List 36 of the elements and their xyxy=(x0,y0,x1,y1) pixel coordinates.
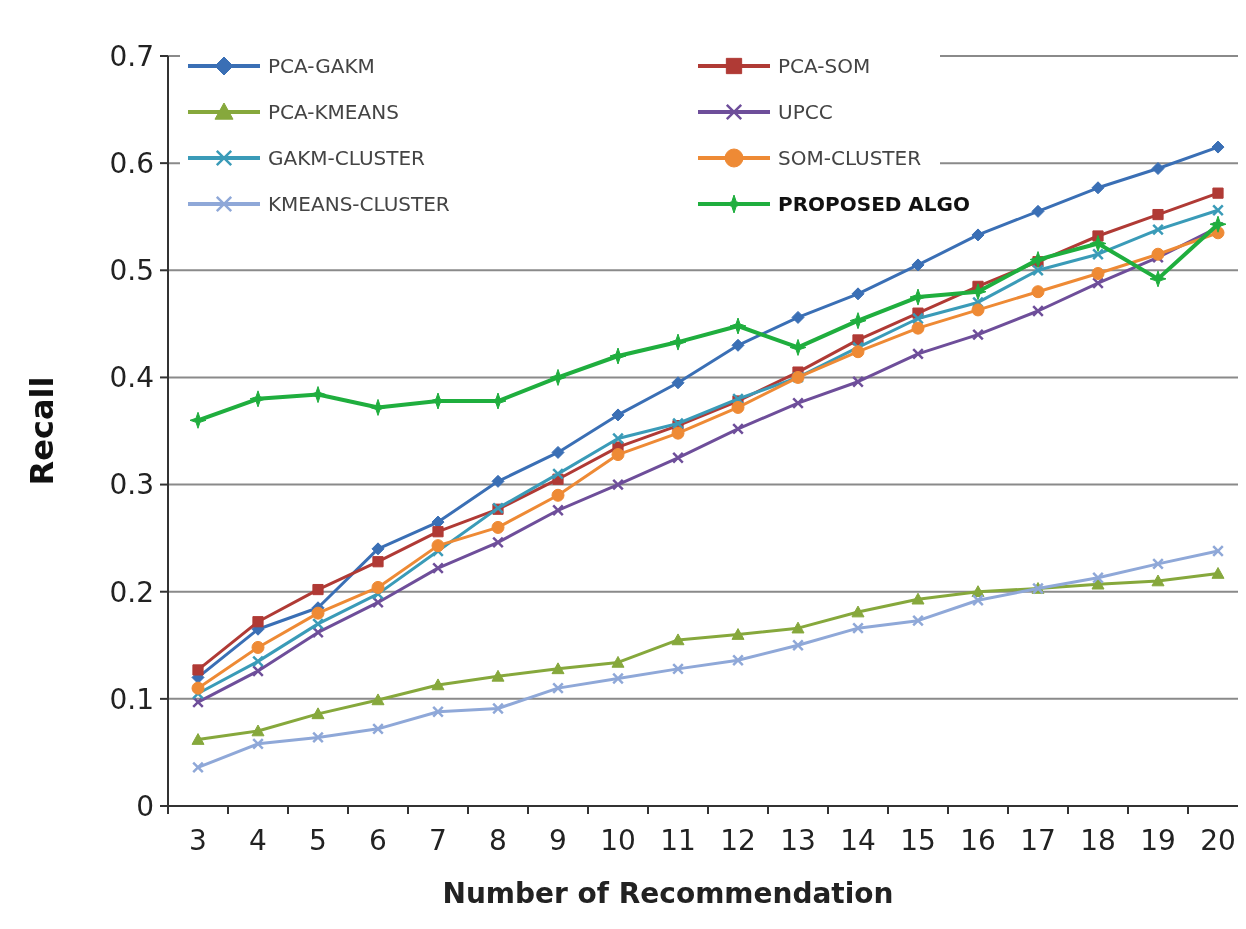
x-tick-label: 5 xyxy=(309,824,327,857)
x-tick-label: 10 xyxy=(600,824,636,857)
x-tick-label: 20 xyxy=(1200,824,1236,857)
x-tick-label: 11 xyxy=(660,824,696,857)
x-tick-label: 18 xyxy=(1080,824,1116,857)
legend-label: PCA-SOM xyxy=(778,54,871,78)
legend-label: KMEANS-CLUSTER xyxy=(268,192,450,216)
x-tick-label: 3 xyxy=(189,824,207,857)
y-tick-label: 0.2 xyxy=(109,575,154,609)
x-tick-label: 6 xyxy=(369,824,387,857)
x-tick-label: 12 xyxy=(720,824,756,857)
y-tick-label: 0.3 xyxy=(109,468,154,502)
legend-label: PCA-GAKM xyxy=(268,54,375,78)
y-axis-title: Recall xyxy=(23,376,61,486)
y-tick-label: 0.4 xyxy=(109,361,154,395)
legend-label: GAKM-CLUSTER xyxy=(268,146,426,170)
x-tick-label: 9 xyxy=(549,824,567,857)
x-axis-title: Number of Recommendation xyxy=(442,877,894,910)
y-tick-label: 0.1 xyxy=(109,682,154,716)
x-tick-label: 17 xyxy=(1020,824,1056,857)
x-tick-label: 14 xyxy=(840,824,876,857)
y-tick-label: 0.7 xyxy=(109,39,154,73)
x-tick-label: 8 xyxy=(489,824,507,857)
x-tick-label: 7 xyxy=(429,824,447,857)
x-tick-label: 13 xyxy=(780,824,816,857)
legend-label: SOM-CLUSTER xyxy=(778,146,922,170)
y-tick-label: 0 xyxy=(136,789,154,823)
x-tick-label: 4 xyxy=(249,824,267,857)
legend-label: UPCC xyxy=(778,100,833,124)
x-tick-label: 19 xyxy=(1140,824,1176,857)
legend-label: PCA-KMEANS xyxy=(268,100,399,124)
y-tick-label: 0.5 xyxy=(109,254,154,288)
x-tick-label: 15 xyxy=(900,824,936,857)
y-tick-label: 0.6 xyxy=(109,146,154,180)
legend-label: PROPOSED ALGO xyxy=(778,192,970,216)
x-tick-label: 16 xyxy=(960,824,996,857)
